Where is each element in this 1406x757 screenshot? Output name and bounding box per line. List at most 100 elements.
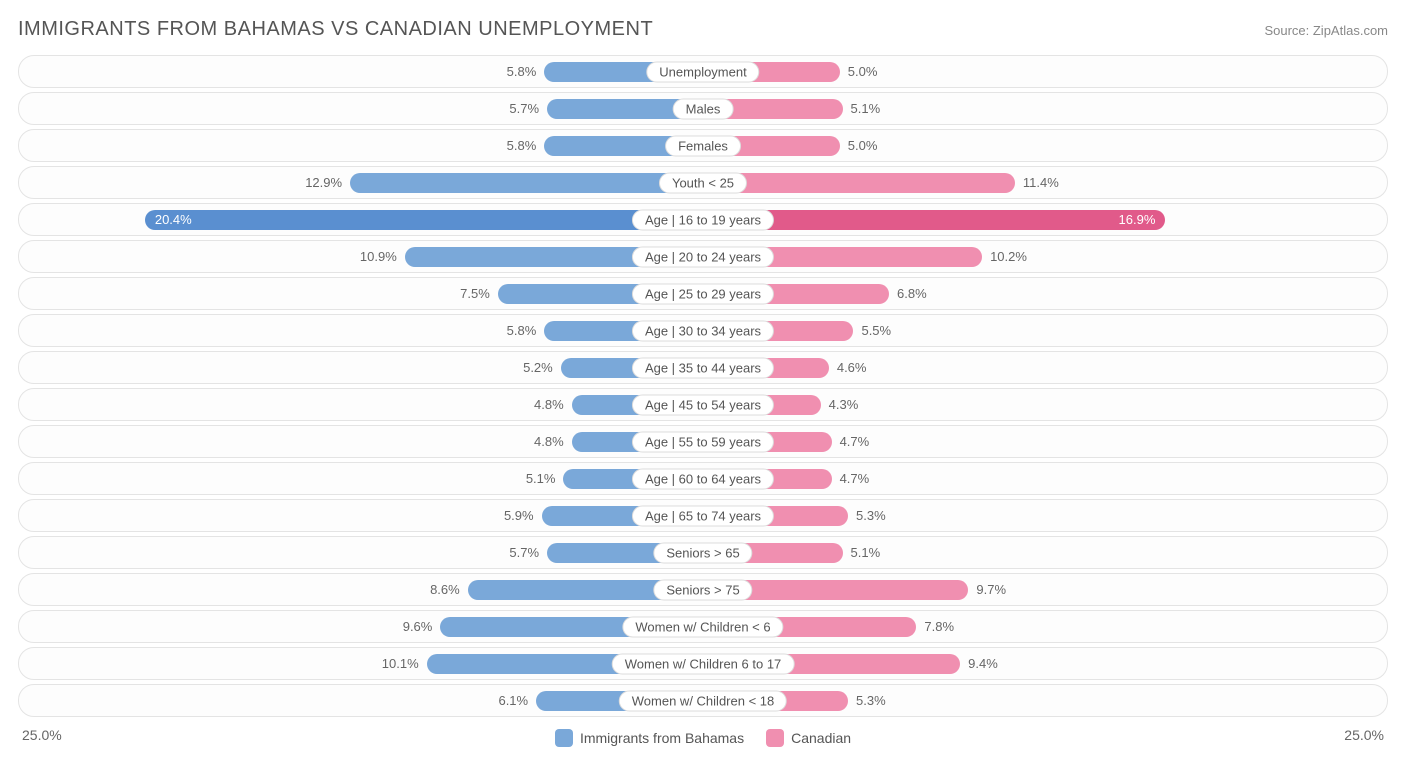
row-right-half: 4.3%: [703, 389, 1387, 420]
chart-footer: 25.0% Immigrants from Bahamas Canadian 2…: [18, 723, 1388, 753]
right-value: 5.1%: [851, 545, 881, 560]
row-right-half: 5.1%: [703, 93, 1387, 124]
row-left-half: 7.5%: [19, 278, 703, 309]
right-value: 6.8%: [897, 286, 927, 301]
right-value: 4.7%: [840, 434, 870, 449]
left-value: 20.4%: [155, 212, 192, 227]
right-value: 7.8%: [924, 619, 954, 634]
left-bar: [145, 210, 703, 230]
category-label: Women w/ Children 6 to 17: [612, 653, 795, 674]
row-left-half: 10.9%: [19, 241, 703, 272]
category-label: Age | 16 to 19 years: [632, 209, 774, 230]
chart-row: 5.9% 5.3%Age | 65 to 74 years: [18, 499, 1388, 532]
row-right-half: 5.3%: [703, 500, 1387, 531]
category-label: Unemployment: [646, 61, 759, 82]
row-left-half: 5.8%: [19, 130, 703, 161]
row-right-half: 5.3%: [703, 685, 1387, 716]
category-label: Age | 45 to 54 years: [632, 394, 774, 415]
chart-row: 5.8% 5.0% Unemployment: [18, 55, 1388, 88]
left-value: 8.6%: [430, 582, 460, 597]
left-value: 9.6%: [403, 619, 433, 634]
category-label: Age | 60 to 64 years: [632, 468, 774, 489]
row-right-half: 4.7%: [703, 426, 1387, 457]
row-left-half: 5.2%: [19, 352, 703, 383]
row-left-half: 5.8%: [19, 56, 703, 87]
row-left-half: 8.6%: [19, 574, 703, 605]
left-value: 5.8%: [507, 138, 537, 153]
row-right-half: 5.5%: [703, 315, 1387, 346]
chart-row: 12.9% 11.4% Youth < 25: [18, 166, 1388, 199]
left-value: 10.1%: [382, 656, 419, 671]
category-label: Age | 20 to 24 years: [632, 246, 774, 267]
category-label: Youth < 25: [659, 172, 747, 193]
row-right-half: 4.6%: [703, 352, 1387, 383]
category-label: Age | 25 to 29 years: [632, 283, 774, 304]
chart-row: 5.7%5.1%Males: [18, 92, 1388, 125]
category-label: Seniors > 65: [653, 542, 752, 563]
row-right-half: 9.4%: [703, 648, 1387, 679]
row-left-half: 4.8%: [19, 426, 703, 457]
row-right-half: 10.2%: [703, 241, 1387, 272]
row-right-half: 9.7%: [703, 574, 1387, 605]
row-left-half: 5.1%: [19, 463, 703, 494]
row-left-half: 4.8%: [19, 389, 703, 420]
chart-row: 5.2%4.6%Age | 35 to 44 years: [18, 351, 1388, 384]
row-left-half: 9.6%: [19, 611, 703, 642]
row-right-half: 6.8%: [703, 278, 1387, 309]
left-value: 4.8%: [534, 434, 564, 449]
row-left-half: 5.7%: [19, 93, 703, 124]
chart-row: 5.1% 4.7%Age | 60 to 64 years: [18, 462, 1388, 495]
row-left-half: 5.7%: [19, 537, 703, 568]
row-right-half: 5.0%: [703, 130, 1387, 161]
row-left-half: 6.1%: [19, 685, 703, 716]
axis-max-right: 25.0%: [1344, 727, 1384, 743]
chart-row: 9.6% 7.8% Women w/ Children < 6: [18, 610, 1388, 643]
chart-header: IMMIGRANTS FROM BAHAMAS VS CANADIAN UNEM…: [18, 18, 1388, 41]
left-value: 5.8%: [507, 323, 537, 338]
left-value: 10.9%: [360, 249, 397, 264]
chart-row: 8.6%9.7%Seniors > 75: [18, 573, 1388, 606]
left-value: 4.8%: [534, 397, 564, 412]
left-bar: [350, 173, 703, 193]
legend-swatch-right: [766, 729, 784, 747]
row-left-half: 5.9%: [19, 500, 703, 531]
left-value: 5.7%: [509, 545, 539, 560]
left-value: 12.9%: [305, 175, 342, 190]
right-value: 11.4%: [1023, 175, 1059, 190]
right-bar: [703, 173, 1015, 193]
chart-row: 5.8% 5.5%Age | 30 to 34 years: [18, 314, 1388, 347]
chart-row: 5.7% 5.1% Seniors > 65: [18, 536, 1388, 569]
row-left-half: 5.8%: [19, 315, 703, 346]
left-value: 5.8%: [507, 64, 537, 79]
category-label: Males: [673, 98, 734, 119]
row-left-half: 12.9%: [19, 167, 703, 198]
chart-row: 7.5% 6.8% Age | 25 to 29 years: [18, 277, 1388, 310]
chart-row: 6.1%5.3%Women w/ Children < 18: [18, 684, 1388, 717]
right-value: 5.3%: [856, 693, 886, 708]
row-right-half: 5.1%: [703, 537, 1387, 568]
chart-row: 10.1% 9.4% Women w/ Children 6 to 17: [18, 647, 1388, 680]
row-right-half: 16.9%: [703, 204, 1387, 235]
legend-label-left: Immigrants from Bahamas: [580, 730, 744, 746]
right-value: 4.3%: [829, 397, 859, 412]
left-value: 5.2%: [523, 360, 553, 375]
row-right-half: 4.7%: [703, 463, 1387, 494]
axis-max-left: 25.0%: [22, 727, 62, 743]
category-label: Age | 65 to 74 years: [632, 505, 774, 526]
chart-row: 5.8%5.0%Females: [18, 129, 1388, 162]
row-right-half: 5.0%: [703, 56, 1387, 87]
left-value: 5.1%: [526, 471, 556, 486]
right-value: 9.7%: [976, 582, 1006, 597]
left-value: 5.9%: [504, 508, 534, 523]
row-right-half: 7.8%: [703, 611, 1387, 642]
chart-title: IMMIGRANTS FROM BAHAMAS VS CANADIAN UNEM…: [18, 18, 653, 41]
right-value: 5.0%: [848, 138, 878, 153]
right-value: 9.4%: [968, 656, 998, 671]
legend-label-right: Canadian: [791, 730, 851, 746]
right-value: 16.9%: [1119, 212, 1156, 227]
right-value: 4.6%: [837, 360, 867, 375]
left-value: 7.5%: [460, 286, 490, 301]
right-value: 5.0%: [848, 64, 878, 79]
category-label: Women w/ Children < 6: [622, 616, 783, 637]
category-label: Age | 30 to 34 years: [632, 320, 774, 341]
